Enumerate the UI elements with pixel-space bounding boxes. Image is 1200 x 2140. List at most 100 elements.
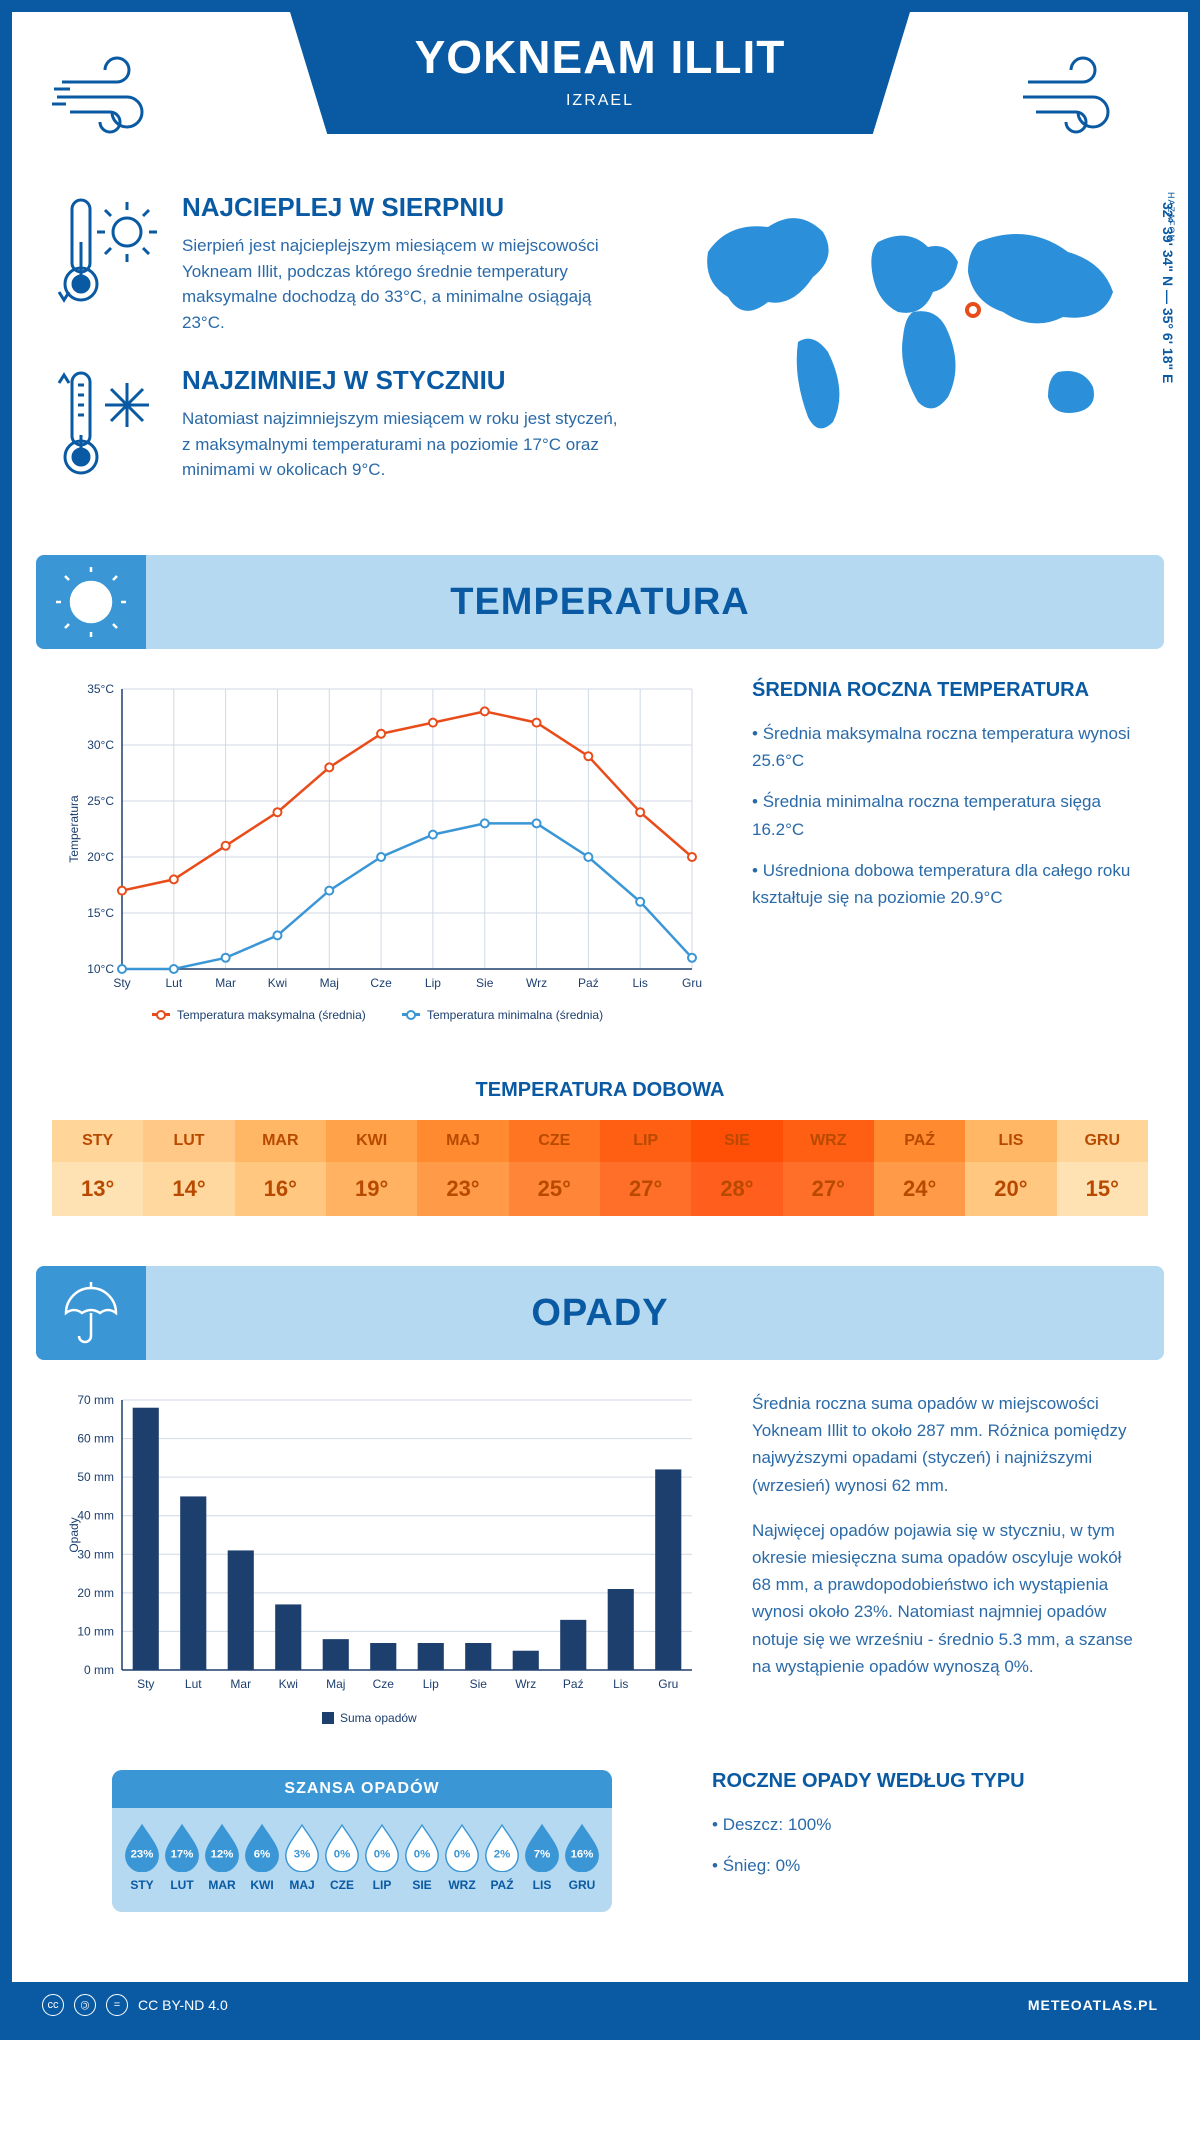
svg-text:15°C: 15°C xyxy=(87,906,114,920)
temp-cell: SIE28° xyxy=(691,1120,782,1216)
temp-cell: MAR16° xyxy=(235,1120,326,1216)
svg-text:Mar: Mar xyxy=(230,1677,251,1691)
thermometer-snow-icon xyxy=(52,365,162,485)
rain-drop: 0% SIE xyxy=(402,1822,442,1892)
temp-cell: STY13° xyxy=(52,1120,143,1216)
daily-temp-title: TEMPERATURA DOBOWA xyxy=(12,1079,1188,1102)
precip-type-bullet: Śnieg: 0% xyxy=(712,1852,1138,1879)
rain-drop: 17% LUT xyxy=(162,1822,202,1892)
svg-text:Sie: Sie xyxy=(470,1677,488,1691)
thermometer-sun-icon xyxy=(52,192,162,335)
temp-cell: LIS20° xyxy=(965,1120,1056,1216)
svg-text:Opady: Opady xyxy=(67,1517,81,1552)
temperature-section-title: TEMPERATURA xyxy=(450,581,750,624)
svg-text:Wrz: Wrz xyxy=(515,1677,536,1691)
svg-text:7%: 7% xyxy=(534,1848,551,1860)
hot-text: Sierpień jest najcieplejszym miesiącem w… xyxy=(182,233,628,335)
svg-text:70 mm: 70 mm xyxy=(77,1393,114,1407)
rain-drop: 23% STY xyxy=(122,1822,162,1892)
precip-side-text: Średnia roczna suma opadów w miejscowośc… xyxy=(752,1390,1138,1740)
cc-icon: cc xyxy=(42,1994,64,2016)
cold-blurb: NAJZIMNIEJ W STYCZNIU Natomiast najzimni… xyxy=(52,365,628,485)
temperature-chart-row: 10°C15°C20°C25°C30°C35°CStyLutMarKwiMajC… xyxy=(12,679,1188,1069)
hot-blurb: NAJCIEPLEJ W SIERPNIU Sierpień jest najc… xyxy=(52,192,628,335)
svg-text:Lis: Lis xyxy=(613,1677,628,1691)
svg-text:Lip: Lip xyxy=(425,976,441,990)
svg-text:Maj: Maj xyxy=(320,976,339,990)
svg-text:16%: 16% xyxy=(571,1848,594,1860)
svg-text:Mar: Mar xyxy=(215,976,236,990)
rain-chance-title: SZANSA OPADÓW xyxy=(112,1770,612,1808)
rain-drop: 6% KWI xyxy=(242,1822,282,1892)
svg-text:Lut: Lut xyxy=(185,1677,202,1691)
temp-bullet: Średnia maksymalna roczna temperatura wy… xyxy=(752,720,1138,774)
temp-cell: PAŹ24° xyxy=(874,1120,965,1216)
svg-text:17%: 17% xyxy=(171,1848,194,1860)
svg-text:Lis: Lis xyxy=(633,976,648,990)
temperature-side-text: ŚREDNIA ROCZNA TEMPERATURA Średnia maksy… xyxy=(752,679,1138,1039)
svg-text:30°C: 30°C xyxy=(87,738,114,752)
precip-type-title: ROCZNE OPADY WEDŁUG TYPU xyxy=(712,1770,1138,1793)
svg-text:Temperatura: Temperatura xyxy=(67,795,81,863)
precip-bar-chart: 0 mm10 mm20 mm30 mm40 mm50 mm60 mm70 mmO… xyxy=(62,1390,702,1740)
svg-text:25°C: 25°C xyxy=(87,794,114,808)
svg-text:Paź: Paź xyxy=(578,976,599,990)
country-subtitle: IZRAEL xyxy=(290,92,910,110)
temp-cell: KWI19° xyxy=(326,1120,417,1216)
svg-text:Sty: Sty xyxy=(113,976,130,990)
svg-text:Sty: Sty xyxy=(137,1677,154,1691)
wind-icon xyxy=(52,42,182,142)
license-text: CC BY-ND 4.0 xyxy=(138,1997,228,2013)
temp-side-title: ŚREDNIA ROCZNA TEMPERATURA xyxy=(752,679,1138,702)
temp-bullet: Średnia minimalna roczna temperatura się… xyxy=(752,788,1138,842)
rain-chance-box: SZANSA OPADÓW 23% STY 17% LUT 12% MAR 6%… xyxy=(112,1770,612,1912)
svg-text:Temperatura minimalna (średnia: Temperatura minimalna (średnia) xyxy=(427,1008,603,1022)
svg-text:23%: 23% xyxy=(131,1848,154,1860)
svg-text:Cze: Cze xyxy=(370,976,392,990)
svg-text:Kwi: Kwi xyxy=(279,1677,298,1691)
svg-text:10°C: 10°C xyxy=(87,962,114,976)
site-name: METEOATLAS.PL xyxy=(1028,1997,1158,2013)
precip-section-bar: OPADY xyxy=(36,1266,1164,1360)
by-icon: 🄯 xyxy=(74,1994,96,2016)
svg-text:20 mm: 20 mm xyxy=(77,1586,114,1600)
svg-text:0%: 0% xyxy=(334,1848,351,1860)
temp-cell: CZE25° xyxy=(509,1120,600,1216)
precip-chart-row: 0 mm10 mm20 mm30 mm40 mm50 mm60 mm70 mmO… xyxy=(12,1390,1188,1770)
svg-text:50 mm: 50 mm xyxy=(77,1470,114,1484)
temperature-line-chart: 10°C15°C20°C25°C30°C35°CStyLutMarKwiMajC… xyxy=(62,679,702,1039)
world-map-box: HAZAFON 32° 39' 34" N — 35° 6' 18" E xyxy=(668,192,1148,515)
svg-text:0%: 0% xyxy=(414,1848,431,1860)
rain-drop: 2% PAŹ xyxy=(482,1822,522,1892)
wind-icon xyxy=(1018,42,1148,142)
svg-text:Maj: Maj xyxy=(326,1677,345,1691)
svg-text:60 mm: 60 mm xyxy=(77,1432,114,1446)
rain-drop: 0% LIP xyxy=(362,1822,402,1892)
svg-text:Gru: Gru xyxy=(682,976,702,990)
svg-text:Lip: Lip xyxy=(423,1677,439,1691)
precip-type-box: ROCZNE OPADY WEDŁUG TYPU Deszcz: 100% Śni… xyxy=(712,1770,1138,1942)
svg-text:35°C: 35°C xyxy=(87,682,114,696)
summary-text-column: NAJCIEPLEJ W SIERPNIU Sierpień jest najc… xyxy=(52,192,628,515)
precip-type-bullet: Deszcz: 100% xyxy=(712,1811,1138,1838)
temp-cell: LIP27° xyxy=(600,1120,691,1216)
svg-text:10 mm: 10 mm xyxy=(77,1624,114,1638)
rain-drop: 7% LIS xyxy=(522,1822,562,1892)
precip-section-title: OPADY xyxy=(531,1292,668,1335)
svg-text:3%: 3% xyxy=(294,1848,311,1860)
temp-bullet: Uśredniona dobowa temperatura dla całego… xyxy=(752,857,1138,911)
precip-para2: Najwięcej opadów pojawia się w styczniu,… xyxy=(752,1517,1138,1680)
rain-drop: 16% GRU xyxy=(562,1822,602,1892)
footer: cc 🄯 = CC BY-ND 4.0 METEOATLAS.PL xyxy=(12,1982,1188,2028)
summary-section: NAJCIEPLEJ W SIERPNIU Sierpień jest najc… xyxy=(12,182,1188,545)
precip-para1: Średnia roczna suma opadów w miejscowośc… xyxy=(752,1390,1138,1499)
svg-text:Gru: Gru xyxy=(658,1677,678,1691)
title-banner: YOKNEAM ILLIT IZRAEL xyxy=(290,12,910,134)
cold-text: Natomiast najzimniejszym miesiącem w rok… xyxy=(182,406,628,483)
world-map-icon xyxy=(668,192,1148,452)
svg-text:Temperatura maksymalna (średni: Temperatura maksymalna (średnia) xyxy=(177,1008,366,1022)
umbrella-icon xyxy=(36,1266,146,1360)
svg-text:0%: 0% xyxy=(374,1848,391,1860)
svg-text:Wrz: Wrz xyxy=(526,976,547,990)
hot-title: NAJCIEPLEJ W SIERPNIU xyxy=(182,192,628,223)
